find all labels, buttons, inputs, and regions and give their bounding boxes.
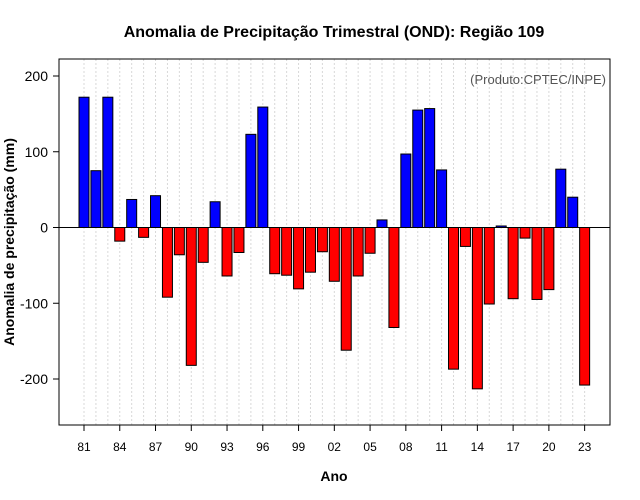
x-tick-label: 96 [256, 440, 270, 454]
x-tick-label: 11 [435, 440, 448, 454]
y-tick-label: 200 [25, 68, 49, 84]
bar-2015 [483, 227, 495, 305]
bar-1994 [233, 227, 245, 253]
bar-2009 [412, 109, 424, 228]
bar-1999 [293, 227, 305, 290]
bars [78, 96, 591, 390]
bar-2013 [459, 227, 471, 247]
bar-2019 [531, 227, 543, 300]
x-tick-label: 93 [220, 440, 234, 454]
grid-lines [83, 59, 586, 425]
x-tick-label: 05 [363, 440, 377, 454]
bar-2001 [316, 227, 328, 253]
x-axis-label: Ano [320, 468, 347, 484]
bar-2006 [376, 219, 388, 229]
bar-2010 [424, 108, 436, 228]
bar-1987 [150, 195, 162, 228]
bar-2022 [567, 196, 579, 228]
bar-2008 [400, 153, 412, 229]
bar-1993 [221, 227, 233, 277]
bar-2011 [436, 169, 448, 228]
bar-2021 [555, 168, 567, 228]
bar-2005 [364, 227, 376, 254]
bar-1985 [126, 198, 138, 229]
bar-1983 [102, 96, 114, 228]
y-axis: -200 -100 0 100 200 [20, 68, 59, 387]
bar-1990 [185, 227, 197, 366]
credit-label: (Produto:CPTEC/INPE) [470, 72, 606, 87]
x-tick-label: 20 [542, 440, 556, 454]
bar-2004 [352, 227, 364, 277]
bar-1991 [197, 227, 209, 263]
y-tick-label: -100 [20, 295, 48, 311]
bar-2012 [448, 227, 460, 370]
bar-1981 [78, 96, 90, 228]
bar-2023 [579, 227, 591, 386]
x-tick-label: 84 [113, 440, 127, 454]
x-tick-label: 99 [292, 440, 306, 454]
bar-2014 [471, 227, 483, 390]
bar-2003 [340, 227, 352, 351]
x-tick-label: 90 [185, 440, 199, 454]
bar-1984 [114, 227, 126, 242]
bar-2018 [519, 227, 531, 239]
bar-2017 [507, 227, 519, 300]
bar-2007 [388, 227, 400, 328]
x-tick-label: 08 [399, 440, 413, 454]
x-tick-label: 87 [149, 440, 163, 454]
x-tick-label: 81 [77, 440, 91, 454]
bar-2000 [304, 227, 316, 273]
bar-2002 [328, 227, 340, 282]
x-tick-label: 02 [328, 440, 342, 454]
y-axis-label: Anomalia de precipitação (mm) [1, 138, 17, 346]
bar-1997 [269, 227, 281, 275]
y-tick-label: 100 [25, 144, 49, 160]
bar-1998 [281, 227, 293, 276]
x-tick-label: 23 [578, 440, 592, 454]
bar-1995 [245, 133, 257, 228]
x-axis: 81 84 87 90 93 96 99 02 05 08 11 14 17 20 23 [77, 425, 592, 454]
bar-1986 [138, 227, 150, 238]
bar-1992 [209, 201, 221, 228]
bar-1988 [161, 227, 173, 298]
x-tick-label: 14 [471, 440, 485, 454]
y-tick-label: 0 [40, 220, 48, 236]
bar-1982 [90, 170, 102, 228]
bar-1989 [173, 227, 185, 256]
chart-title: Anomalia de Precipitação Trimestral (OND… [124, 24, 545, 41]
x-tick-label: 17 [506, 440, 520, 454]
y-tick-label: -200 [20, 371, 48, 387]
bar-2020 [543, 227, 555, 291]
bar-1996 [257, 106, 269, 228]
